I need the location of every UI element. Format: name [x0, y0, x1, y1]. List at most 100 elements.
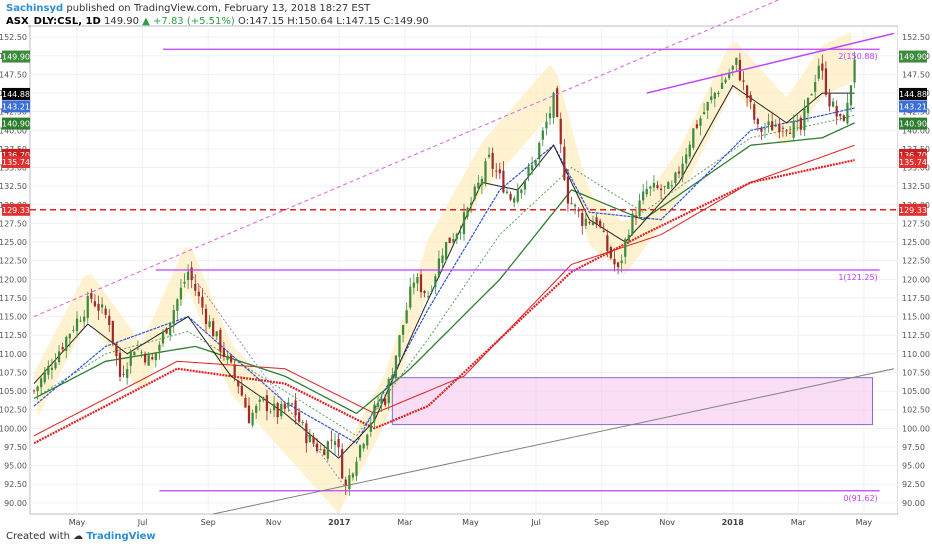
candle-body	[186, 271, 190, 281]
candle-body	[326, 441, 329, 459]
candle-body	[50, 367, 54, 370]
candle-body	[61, 347, 64, 350]
price-tag-bg	[2, 117, 30, 130]
candle-body	[638, 200, 641, 217]
candle-body	[573, 204, 577, 207]
candle-body	[473, 186, 476, 200]
candle-body	[566, 176, 570, 204]
candle-body	[219, 329, 222, 352]
candle-body	[298, 412, 301, 422]
candle-body	[68, 333, 71, 339]
candle-body	[462, 212, 466, 235]
x-tick-label: Sep	[594, 518, 609, 527]
candle-body	[179, 287, 183, 300]
candle-body	[376, 402, 380, 407]
candle-body	[652, 182, 656, 188]
y-tick-label-right: 97.50	[902, 443, 925, 452]
candle-body	[118, 352, 122, 377]
candle-body	[695, 124, 699, 128]
candle-body	[685, 154, 688, 164]
candle-body	[452, 239, 455, 243]
candle-body	[527, 166, 530, 177]
candle-body	[97, 303, 100, 311]
candle-body	[545, 121, 548, 129]
candle-body	[362, 443, 365, 449]
candle-body	[602, 230, 605, 232]
candle-body	[491, 152, 494, 169]
candle-body	[398, 335, 401, 358]
candle-body	[158, 344, 161, 351]
candle-body	[229, 355, 233, 363]
candle-body	[480, 178, 484, 186]
candle-body	[516, 190, 519, 202]
candle-body	[194, 283, 197, 291]
candle-body	[280, 403, 283, 417]
highlight-area	[34, 32, 855, 514]
candle-body	[93, 301, 97, 307]
candle-body	[767, 121, 770, 126]
candle-body	[247, 405, 251, 424]
candle-body	[165, 328, 168, 334]
candle-body	[556, 88, 559, 117]
price-tag-label: 135.74	[2, 158, 30, 167]
candle-body	[57, 351, 61, 363]
ma-green-line	[33, 122, 855, 415]
candle-body	[713, 92, 716, 99]
candle-body	[269, 411, 272, 413]
candle-body	[287, 402, 290, 407]
candle-body	[272, 403, 276, 411]
candle-body	[717, 92, 720, 95]
candle-body	[147, 353, 150, 366]
candle-body	[419, 274, 423, 293]
ohlc-values: O:147.15 H:150.64 L:147.15 C:149.90	[238, 16, 429, 27]
candle-body	[656, 185, 659, 188]
candle-body	[265, 395, 269, 412]
price-tag-label: 135.74	[899, 158, 927, 167]
candle-body	[645, 188, 648, 195]
candle-body	[122, 374, 125, 376]
candle-body	[720, 82, 724, 90]
tradingview-brand[interactable]: TradingView	[86, 531, 156, 542]
y-tick-label-right: 140.00	[902, 126, 930, 135]
candle-body	[538, 142, 541, 160]
y-tick-label-right: 120.00	[902, 275, 930, 284]
candle-body	[584, 218, 587, 226]
last-price: 149.90	[103, 16, 139, 27]
price-tag-label: 136.70	[899, 151, 927, 160]
candle-body	[624, 239, 627, 257]
candle-body	[201, 296, 204, 308]
candle-body	[351, 473, 355, 478]
y-tick-label-left: 115.00	[0, 313, 27, 322]
fib-level-label: 0(91.62)	[843, 494, 877, 503]
candle-body	[315, 443, 319, 452]
author-name[interactable]: Sachinsyd	[6, 3, 64, 14]
y-tick-label-right: 110.00	[902, 350, 930, 359]
ma-blue-line	[33, 107, 855, 445]
x-tick-label: May	[69, 518, 86, 527]
y-tick-label-right: 147.50	[902, 70, 930, 79]
ma-red-thin-line	[33, 144, 855, 437]
y-tick-label-right: 125.00	[902, 238, 930, 247]
candle-body	[702, 112, 706, 115]
candle-body	[577, 209, 580, 212]
chart-header: Sachinsyd published on TradingView.com, …	[6, 2, 429, 28]
candle-body	[161, 331, 165, 344]
candle-body	[788, 132, 792, 134]
candle-body	[595, 217, 598, 225]
candle-body	[430, 291, 433, 292]
candle-body	[416, 277, 419, 284]
candle-body	[204, 308, 208, 324]
candle-body	[613, 258, 616, 265]
candle-body	[803, 108, 806, 131]
candle-body	[681, 163, 684, 178]
candle-body	[642, 191, 645, 201]
candle-body	[470, 202, 473, 206]
candle-body	[111, 320, 114, 343]
price-tag-label: 144.88	[899, 90, 927, 99]
price-tag-label: 140.90	[899, 120, 927, 129]
trend-line-channel-top	[646, 32, 895, 94]
candle-body	[534, 160, 537, 166]
price-tag-bg	[899, 156, 927, 169]
candle-body	[799, 117, 802, 130]
